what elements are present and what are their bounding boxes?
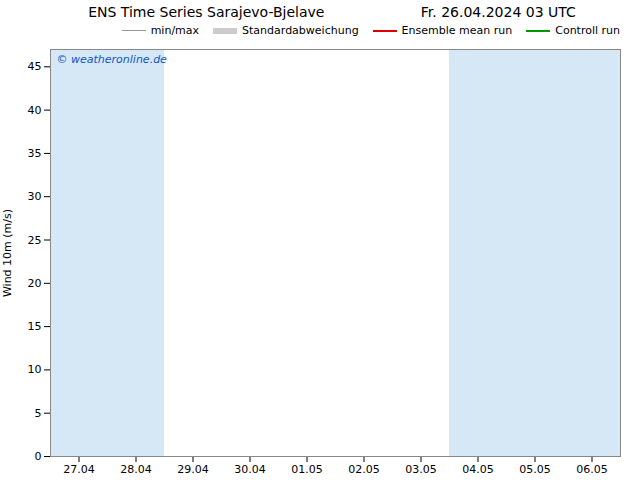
html-text:Fr. 26.04.2024 03 UTC: Fr. 26.04.2024 03 UTC [420,4,576,20]
svg-text:27.04: 27.04 [63,463,95,476]
html-text:Controll run: Controll run [555,24,620,37]
html-text:min/max: min/max [150,24,200,37]
svg-text:© weatheronline.de: © weatheronline.de [57,53,168,66]
html-text:ENS Time Series Sarajevo-Bjela: ENS Time Series Sarajevo-Bjelave [88,4,325,20]
svg-text:40: 40 [28,104,42,117]
svg-text:30.04: 30.04 [234,463,266,476]
svg-text:20: 20 [28,277,42,290]
svg-text:02.05: 02.05 [348,463,380,476]
svg-text:10: 10 [28,363,42,376]
svg-text:0: 0 [35,450,42,463]
svg-text:06.05: 06.05 [576,463,608,476]
svg-text:28.04: 28.04 [120,463,152,476]
svg-text:05.05: 05.05 [519,463,551,476]
svg-text:5: 5 [35,407,42,420]
svg-text:25: 25 [28,234,42,247]
svg-text:Wind 10m (m/s): Wind 10m (m/s) [1,209,14,297]
svg-text:01.05: 01.05 [291,463,323,476]
svg-text:30: 30 [28,190,42,203]
html-text:Standardabweichung: Standardabweichung [242,24,359,37]
svg-text:45: 45 [28,60,42,73]
svg-text:03.05: 03.05 [405,463,437,476]
html-text:Ensemble mean run: Ensemble mean run [401,24,513,37]
svg-text:35: 35 [28,147,42,160]
svg-text:04.05: 04.05 [462,463,494,476]
svg-text:29.04: 29.04 [177,463,209,476]
svg-text:15: 15 [28,320,42,333]
